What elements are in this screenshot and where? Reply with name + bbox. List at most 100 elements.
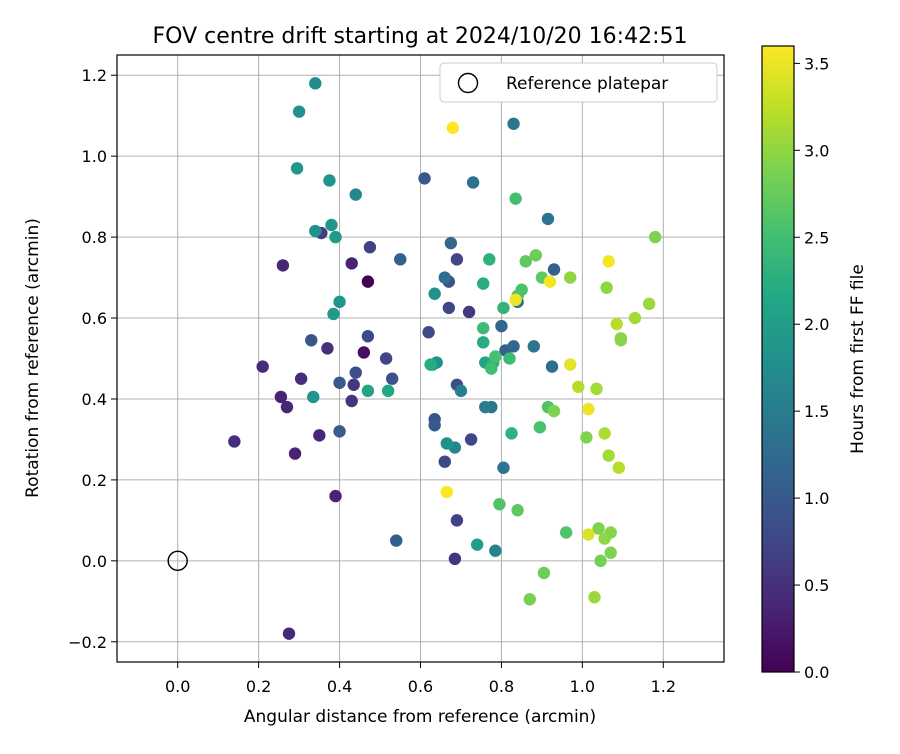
data-point [327, 307, 340, 321]
data-point [541, 212, 555, 226]
x-axis-label: Angular distance from reference (arcmin) [244, 707, 596, 727]
grid-lines [117, 55, 724, 662]
data-point [582, 528, 595, 541]
data-point [454, 384, 468, 398]
colorbar-tick-label: 1.0 [804, 489, 829, 508]
data-point [477, 336, 490, 349]
x-tick-label: 0.2 [246, 677, 271, 696]
data-point [361, 330, 375, 343]
data-point [489, 544, 502, 557]
data-point [307, 390, 320, 404]
data-point [276, 259, 290, 272]
data-point [422, 325, 435, 339]
data-point [428, 419, 441, 432]
y-axis-ticks: −0.2 0.0 0.2 0.4 0.6 0.8 1.0 1.2 [68, 66, 117, 652]
data-point [282, 627, 296, 640]
data-point [428, 287, 441, 300]
data-point [323, 174, 336, 187]
data-point [292, 105, 306, 118]
legend-box [439, 62, 718, 103]
y-tick-label: 0.0 [82, 552, 107, 571]
x-tick-label: 1.2 [651, 677, 676, 696]
data-point [464, 433, 478, 446]
data-point [598, 427, 611, 440]
data-point [582, 402, 595, 416]
data-point [479, 400, 492, 414]
data-point [309, 224, 322, 238]
data-point [543, 275, 557, 288]
data-point [483, 253, 496, 266]
data-point [361, 275, 375, 288]
colorbar-tick-label: 2.0 [804, 315, 829, 334]
data-point [600, 281, 613, 294]
colorbar-tick-label: 2.5 [804, 228, 829, 247]
data-point [523, 593, 536, 606]
data-point [381, 384, 395, 398]
x-tick-label: 0.0 [165, 677, 190, 696]
data-point [594, 554, 607, 568]
y-tick-label: 0.8 [82, 228, 107, 247]
data-point [580, 431, 593, 444]
data-point [394, 253, 407, 266]
colorbar: 0.0 0.5 1.0 1.5 2.0 2.5 3.0 3.5 Hours from firs… [761, 45, 868, 682]
data-point [345, 257, 358, 270]
data-point [507, 117, 520, 130]
data-point [438, 271, 451, 284]
colorbar-tick-label: 0.0 [804, 663, 829, 682]
data-point [612, 461, 625, 474]
data-point [333, 295, 346, 309]
colorbar-label: Hours from first FF file [848, 264, 868, 454]
points-layer [228, 77, 662, 640]
data-point [228, 435, 241, 448]
data-point [440, 485, 454, 499]
data-point [519, 255, 532, 268]
colorbar-tick-label: 1.5 [804, 402, 829, 421]
colorbar-tick-label: 3.0 [804, 141, 829, 160]
data-point [290, 162, 304, 175]
data-point [503, 352, 516, 365]
data-point [442, 301, 456, 315]
colorbar-ticks: 0.0 0.5 1.0 1.5 2.0 2.5 3.0 3.5 [794, 54, 829, 682]
data-point [294, 372, 308, 385]
data-point [505, 427, 518, 440]
x-tick-label: 0.4 [327, 677, 352, 696]
y-tick-label: 1.2 [82, 66, 107, 85]
data-point [614, 332, 628, 345]
x-axis-ticks: 0.0 0.2 0.4 0.6 0.8 1.0 1.2 [165, 662, 676, 696]
data-point [305, 334, 318, 347]
data-point [418, 172, 431, 185]
legend-reference-marker [457, 72, 479, 94]
data-point [628, 311, 642, 325]
data-point [274, 390, 288, 404]
data-point [361, 384, 375, 398]
data-point [547, 404, 561, 418]
data-point [642, 297, 656, 311]
data-point [280, 400, 294, 414]
legend-reference-label: Reference platepar [506, 74, 668, 94]
data-point [497, 301, 510, 315]
data-point [602, 255, 615, 268]
x-tick-label: 0.8 [489, 677, 514, 696]
data-point [477, 321, 490, 335]
data-point [545, 360, 559, 373]
data-point [385, 372, 399, 385]
data-point [602, 449, 615, 462]
data-point [309, 77, 322, 90]
data-point [511, 504, 524, 517]
data-point [357, 346, 371, 359]
data-point [288, 447, 302, 460]
data-point [448, 552, 462, 566]
y-tick-label: 1.0 [82, 147, 107, 166]
data-point [572, 380, 585, 394]
data-point [649, 230, 662, 244]
data-point [450, 253, 464, 266]
data-point [390, 534, 403, 547]
y-tick-label: 0.6 [82, 309, 107, 328]
data-point [438, 455, 451, 468]
data-point [564, 358, 577, 371]
data-point [470, 538, 484, 551]
data-point [347, 378, 360, 392]
data-point [333, 376, 346, 389]
colorbar-gradient [761, 45, 795, 673]
